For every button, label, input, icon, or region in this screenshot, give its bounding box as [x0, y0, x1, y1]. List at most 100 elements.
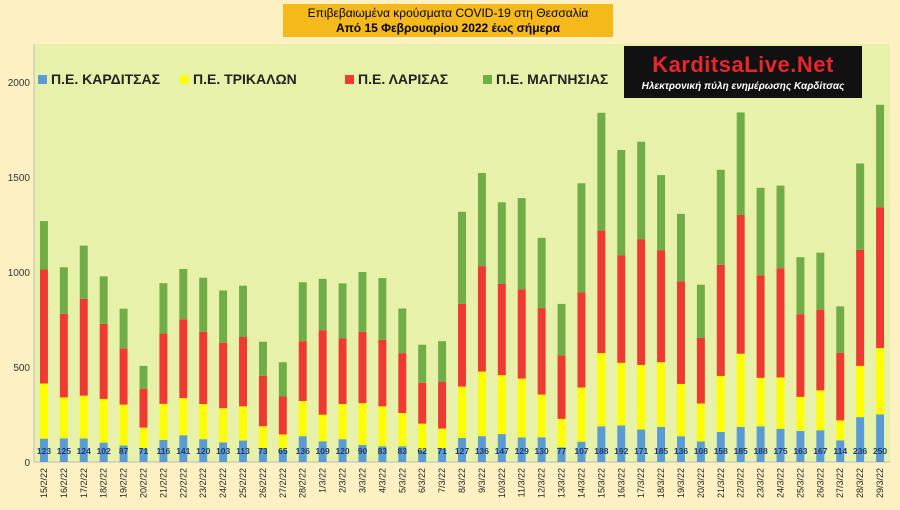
bar-segment-series-2: [458, 303, 466, 387]
bar-data-label: 109: [316, 446, 330, 456]
x-tick-label: 10/3/22: [497, 468, 507, 498]
bar-segment-series-1: [477, 371, 486, 437]
bar-segment-series-1: [298, 401, 307, 437]
legend: Π.Ε. ΚΑΡΔΙΤΣΑΣ Π.Ε. ΤΡΙΚΑΛΩΝ Π.Ε. ΛΑΡΙΣΑΣ Π…: [38, 71, 608, 87]
bar-segment-series-3: [597, 112, 606, 231]
bar-segment-series-2: [378, 339, 387, 407]
bar-segment-series-2: [517, 289, 526, 379]
x-tick-label: 7/3/22: [437, 468, 447, 493]
data-labels-group: 123 125 124 102 87 71 116 141 120 103 113 73 65 136 10…: [37, 446, 888, 456]
bar-data-label: 62: [417, 446, 427, 456]
bar-segment-series-0: [159, 439, 168, 462]
bar-segment-series-2: [637, 239, 646, 365]
legend-swatch-2: [345, 75, 354, 84]
bar-segment-series-3: [617, 150, 626, 256]
bar-segment-series-2: [497, 283, 506, 376]
bar-data-label: 158: [714, 446, 728, 456]
x-tick-label: 15/2/22: [39, 468, 49, 498]
bar-segment-series-3: [338, 283, 347, 339]
bar-segment-series-0: [477, 436, 486, 462]
x-tick-label: 20/3/22: [696, 468, 706, 498]
bar-segment-series-2: [756, 275, 765, 378]
bar-segment-series-3: [696, 284, 705, 338]
x-tick-label: 14/3/22: [576, 468, 586, 498]
bar-segment-series-3: [79, 245, 88, 299]
bar-segment-series-1: [219, 408, 228, 443]
x-tick-label: 29/3/22: [875, 468, 885, 498]
bar-segment-series-0: [179, 435, 188, 462]
x-tick-label: 4/3/22: [377, 468, 387, 493]
bar-segment-series-3: [716, 169, 725, 265]
bar-segment-series-1: [497, 375, 506, 435]
bar-segment-series-0: [537, 437, 546, 462]
bar-segment-series-2: [239, 336, 248, 407]
bar-segment-series-0: [557, 447, 566, 462]
bar-data-label: 147: [495, 446, 509, 456]
bar-segment-series-1: [318, 414, 327, 442]
x-tick-label: 16/3/22: [616, 468, 626, 498]
x-tick-label: 17/3/22: [636, 468, 646, 498]
bar-data-label: 125: [57, 446, 71, 456]
x-tick-label: 12/3/22: [537, 468, 547, 498]
bar-segment-series-1: [99, 398, 108, 443]
bar-segment-series-0: [816, 430, 825, 462]
bar-segment-series-2: [477, 266, 486, 372]
bar-data-label: 107: [574, 446, 588, 456]
bar-segment-series-2: [876, 207, 885, 348]
x-tick-label: 17/2/22: [79, 468, 89, 498]
x-tick-label: 6/3/22: [417, 468, 427, 493]
bar-segment-series-0: [657, 426, 666, 462]
x-tick-label: 24/3/22: [776, 468, 786, 498]
bar-data-label: 103: [216, 446, 230, 456]
bar-segment-series-1: [338, 404, 347, 440]
bar-data-label: 130: [535, 446, 549, 456]
x-tick-label: 18/2/22: [99, 468, 109, 498]
y-tick-label: 1500: [8, 173, 31, 184]
bar-segment-series-1: [278, 434, 287, 450]
bar-segment-series-2: [676, 281, 685, 384]
bar-segment-series-0: [59, 438, 68, 462]
bar-segment-series-0: [278, 449, 287, 462]
bar-segment-series-2: [398, 353, 407, 413]
bar-segment-series-1: [179, 398, 188, 436]
x-tick-label: 11/3/22: [517, 468, 527, 497]
bar-segment-series-3: [577, 183, 586, 293]
bar-segment-series-3: [378, 278, 387, 340]
bar-segment-series-2: [199, 331, 208, 405]
bar-data-label: 120: [335, 446, 349, 456]
bar-data-label: 163: [793, 446, 807, 456]
bar-segment-series-3: [99, 276, 108, 324]
bar-data-label: 250: [873, 446, 887, 456]
bar-segment-series-1: [119, 404, 128, 446]
bar-segment-series-2: [597, 230, 606, 354]
bar-segment-series-2: [179, 319, 188, 399]
bar-segment-series-2: [159, 333, 168, 404]
bar-segment-series-0: [298, 436, 307, 462]
bar-data-label: 108: [694, 446, 708, 456]
bar-segment-series-0: [338, 439, 347, 462]
bar-segment-series-2: [139, 388, 148, 428]
bar-segment-series-0: [119, 445, 128, 462]
bars-group: [39, 104, 885, 462]
bar-segment-series-1: [438, 428, 447, 449]
bar-segment-series-0: [39, 438, 48, 462]
bar-segment-series-2: [298, 341, 307, 402]
bar-segment-series-2: [258, 375, 267, 427]
x-tick-label: 28/3/22: [855, 468, 865, 498]
bar-data-label: 123: [37, 446, 51, 456]
bar-segment-series-0: [219, 442, 228, 462]
bar-segment-series-0: [398, 446, 407, 462]
bar-segment-series-2: [776, 268, 785, 378]
bar-segment-series-0: [676, 436, 685, 462]
bar-segment-series-0: [418, 450, 427, 462]
bar-segment-series-1: [736, 353, 745, 427]
x-tick-label: 8/3/22: [457, 468, 467, 493]
bar-segment-series-3: [816, 252, 825, 310]
x-tick-label: 13/3/22: [557, 468, 567, 498]
bar-data-label: 102: [97, 446, 111, 456]
x-tick-label: 26/3/22: [815, 468, 825, 498]
y-tick-label: 2000: [8, 78, 31, 89]
bar-segment-series-0: [856, 417, 865, 462]
bar-segment-series-3: [477, 173, 486, 267]
bar-segment-series-1: [378, 406, 387, 447]
